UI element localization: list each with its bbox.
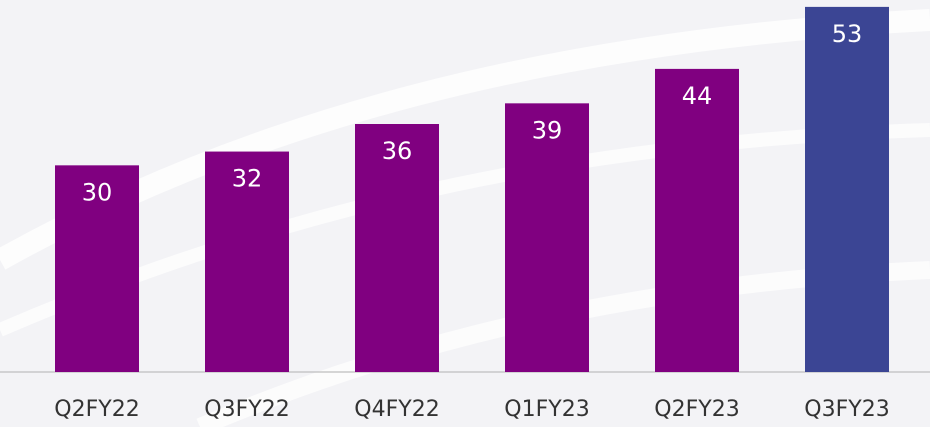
value-label: 44 — [682, 82, 713, 110]
x-tick-label: Q4FY22 — [354, 397, 439, 422]
bar — [355, 124, 439, 372]
bar — [655, 68, 739, 372]
bar — [205, 151, 289, 372]
value-label: 39 — [532, 116, 563, 144]
value-label: 53 — [832, 20, 863, 48]
x-tick-label: Q3FY22 — [204, 397, 289, 422]
x-tick-label: Q2FY22 — [54, 397, 139, 422]
value-label: 36 — [382, 137, 413, 165]
bar — [55, 165, 139, 372]
bar — [505, 103, 589, 372]
x-tick-label: Q2FY23 — [654, 397, 739, 422]
value-label: 32 — [232, 165, 263, 193]
bar — [805, 6, 889, 373]
x-tick-label: Q3FY23 — [804, 397, 889, 422]
x-tick-label: Q1FY23 — [504, 397, 589, 422]
value-label: 30 — [82, 178, 113, 206]
